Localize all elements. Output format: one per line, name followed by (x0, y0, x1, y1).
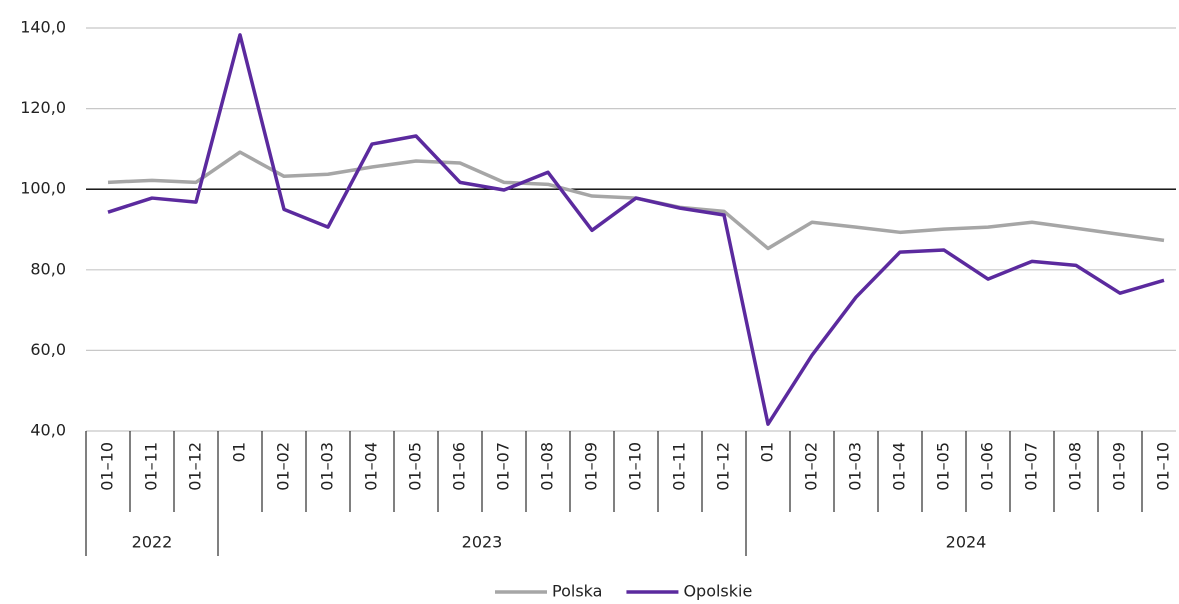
group-label: 2024 (946, 533, 987, 552)
group-label: 2022 (132, 533, 173, 552)
x-tick-label: 01–02 (274, 442, 293, 491)
y-tick-label: 40,0 (30, 421, 66, 440)
x-tick-label: 01–06 (450, 442, 469, 491)
x-tick-label: 01–08 (1066, 442, 1085, 491)
y-tick-label: 100,0 (20, 179, 66, 198)
x-tick-label: 01–10 (98, 442, 117, 491)
series-line (107, 33, 1165, 426)
x-tick-label: 01–03 (846, 442, 865, 491)
y-tick-label: 60,0 (30, 340, 66, 359)
x-tick-label: 01 (230, 442, 249, 462)
x-tick-label: 01–04 (890, 442, 909, 491)
x-tick-label: 01–12 (714, 442, 733, 491)
x-tick-label: 01–09 (1110, 442, 1129, 491)
x-tick-label: 01–09 (582, 442, 601, 491)
y-tick-label: 140,0 (20, 18, 66, 37)
x-tick-label: 01–11 (670, 442, 689, 491)
x-tick-label: 01–11 (142, 442, 161, 491)
x-tick-label: 01–10 (1154, 442, 1173, 491)
x-tick-label: 01–03 (318, 442, 337, 491)
x-tick-label: 01–07 (1022, 442, 1041, 491)
y-tick-label: 80,0 (30, 259, 66, 278)
y-tick-label: 120,0 (20, 98, 66, 117)
legend-label: Polska (552, 582, 602, 601)
x-tick-label: 01–05 (406, 442, 425, 491)
x-tick-label: 01–07 (494, 442, 513, 491)
x-tick-label: 01–06 (978, 442, 997, 491)
group-label: 2023 (462, 533, 503, 552)
x-tick-label: 01 (758, 442, 777, 462)
series-line (107, 150, 1165, 251)
x-tick-label: 01–12 (186, 442, 205, 491)
x-tick-label: 01–02 (802, 442, 821, 491)
x-tick-label: 01–05 (934, 442, 953, 491)
x-tick-label: 01–04 (362, 442, 381, 491)
x-tick-label: 01–08 (538, 442, 557, 491)
x-tick-label: 01–10 (626, 442, 645, 491)
legend-label: Opolskie (683, 582, 752, 601)
